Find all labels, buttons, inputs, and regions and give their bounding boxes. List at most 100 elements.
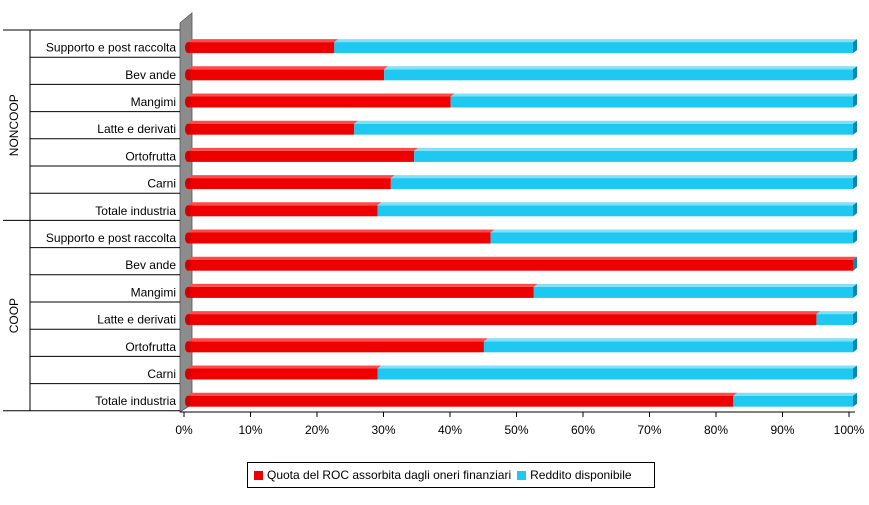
category-label: Latte e derivati [97, 122, 176, 136]
bar-segment-quota [188, 123, 355, 135]
bar-segment-reddito [490, 232, 853, 244]
bar-top-reddito [377, 202, 857, 206]
bar-top-reddito [354, 120, 857, 124]
legend: Quota del ROC assorbita dagli oneri fina… [247, 462, 655, 488]
bar-segment-quota [188, 395, 734, 407]
bar-top-reddito [414, 147, 857, 151]
bar-end-cap [853, 338, 857, 353]
bar-end-cap [853, 120, 857, 135]
bar-end-cap [853, 147, 857, 162]
bar-top-reddito [450, 93, 857, 97]
bar-segment-reddito [354, 123, 853, 135]
category-label: Ortofrutta [125, 340, 176, 354]
bar-top-reddito [533, 283, 857, 287]
bar-top-reddito [384, 66, 857, 70]
x-tick-label: 50% [504, 423, 528, 437]
bar-start-cap [185, 205, 191, 217]
legend-swatch-reddito [517, 470, 527, 480]
bar-start-cap [185, 232, 191, 244]
bar-top-reddito [334, 39, 857, 43]
x-tick-label: 20% [305, 423, 329, 437]
category-label: Mangimi [131, 95, 176, 109]
legend-label-quota: Quota del ROC assorbita dagli oneri fina… [267, 468, 512, 482]
bar-top-quota [188, 66, 389, 70]
category-label: Latte e derivati [97, 313, 176, 327]
bar-segment-quota [188, 368, 378, 380]
bar-segment-quota [188, 314, 817, 326]
bar-segment-reddito [334, 42, 853, 54]
category-label: Totale industria [95, 204, 176, 218]
bar-segment-quota [188, 232, 491, 244]
bar-top-quota [188, 283, 538, 287]
category-label: Carni [147, 177, 176, 191]
bar-top-quota [188, 229, 495, 233]
bar-segment-reddito [733, 395, 853, 407]
bar-top-quota [188, 39, 339, 43]
bar-segment-reddito [483, 341, 853, 353]
bar-segment-quota [188, 341, 484, 353]
bar-top-reddito [483, 338, 857, 342]
x-tick-label: 80% [704, 423, 728, 437]
bar-top-quota [188, 392, 738, 396]
bar-segment-quota [188, 96, 451, 108]
x-tick-label: 30% [371, 423, 395, 437]
bar-segment-quota [188, 69, 385, 81]
bar-top-quota [188, 120, 359, 124]
x-tick-label: 0% [175, 423, 193, 437]
x-tick-label: 100% [834, 423, 865, 437]
bar-segment-reddito [377, 205, 853, 217]
x-tick-label: 10% [238, 423, 262, 437]
bar-start-cap [185, 368, 191, 380]
bar-top-quota [188, 338, 488, 342]
bar-end-cap [853, 283, 857, 298]
category-label: Supporto e post raccolta [46, 41, 176, 55]
bar-start-cap [185, 259, 191, 271]
bar-end-cap [853, 39, 857, 54]
bar-top-reddito [390, 175, 857, 179]
category-label: Carni [147, 367, 176, 381]
bar-segment-reddito [533, 286, 853, 298]
bar-top-quota [188, 311, 821, 315]
bar-end-cap [853, 202, 857, 217]
bar-segment-quota [188, 205, 378, 217]
bar-top-quota [188, 365, 382, 369]
group-label-coop: COOP [7, 298, 21, 333]
bar-top-reddito [377, 365, 857, 369]
bar-end-cap [853, 229, 857, 244]
bar-segment-reddito [414, 150, 853, 162]
bar-top-quota [188, 256, 857, 260]
bar-segment-reddito [450, 96, 853, 108]
bar-segment-quota [188, 286, 534, 298]
bar-top-quota [188, 202, 382, 206]
x-tick-label: 40% [438, 423, 462, 437]
bar-segment-reddito [816, 314, 853, 326]
bar-end-cap [853, 365, 857, 380]
category-label: Bev ande [125, 68, 176, 82]
category-label: Mangimi [131, 285, 176, 299]
category-label: Ortofrutta [125, 149, 176, 163]
bar-segment-reddito [390, 178, 853, 190]
category-label: Bev ande [125, 258, 176, 272]
bar-start-cap [185, 178, 191, 190]
bar-top-reddito [816, 311, 857, 315]
bar-segment-reddito [384, 69, 853, 81]
legend-label-reddito: Reddito disponibile [530, 468, 632, 482]
bar-start-cap [185, 96, 191, 108]
bar-top-reddito [733, 392, 857, 396]
bar-start-cap [185, 69, 191, 81]
legend-swatch-quota [254, 470, 263, 480]
bar-start-cap [185, 395, 191, 407]
bar-start-cap [185, 123, 191, 135]
bar-start-cap [185, 341, 191, 353]
bar-end-cap [853, 311, 857, 326]
bar-segment-quota [188, 150, 415, 162]
legend-item-quota: Quota del ROC assorbita dagli oneri fina… [248, 468, 511, 482]
bar-start-cap [185, 286, 191, 298]
x-tick-label: 60% [571, 423, 595, 437]
bar-top-quota [188, 147, 419, 151]
bar-end-cap [853, 175, 857, 190]
bar-start-cap [185, 150, 191, 162]
bar-segment-reddito [377, 368, 853, 380]
bar-top-quota [188, 175, 395, 179]
